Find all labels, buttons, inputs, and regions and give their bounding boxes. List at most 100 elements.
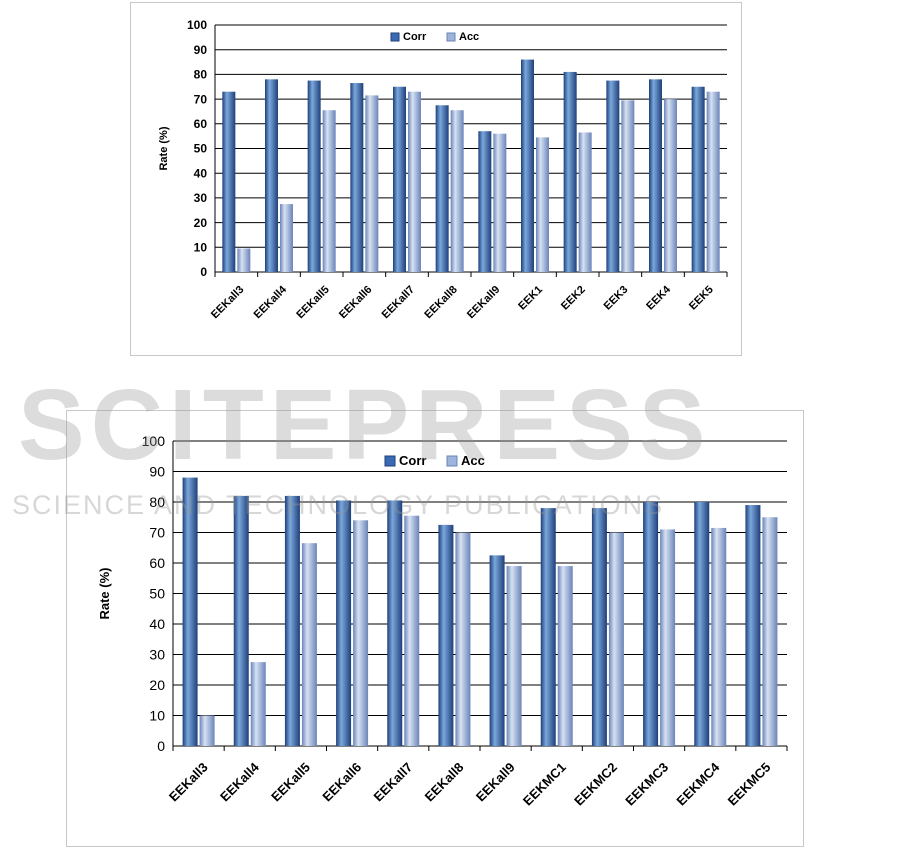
y-tick-label: 30	[149, 646, 165, 662]
chart-bottom-svg: 0 10 20 30 40 50 60 70 80 90 100 EEKall3 EEKall4 EEKa…	[97, 433, 788, 809]
x-tick-label: EEKall4	[217, 759, 262, 804]
y-tick-label: 70	[149, 524, 165, 540]
x-tick-label: EEKall9	[465, 284, 502, 321]
bar-acc-eekall5	[301, 543, 317, 746]
bar-acc-eekall7	[404, 515, 420, 746]
bar-acc-eekall4	[280, 204, 293, 272]
x-tick-label: EEKall6	[319, 760, 364, 805]
legend-swatch-corr	[384, 455, 396, 467]
x-tick-label: EEK2	[559, 284, 588, 313]
bar-acc-eekall8	[450, 110, 464, 272]
x-tick-label: EEKall8	[422, 760, 467, 805]
bar-corr-eek5	[691, 86, 705, 272]
x-tick-label: EEK1	[516, 284, 545, 313]
x-tick-label: EEKall6	[337, 284, 374, 321]
y-tick-label: 80	[194, 68, 208, 82]
bar-corr-eekall9	[489, 555, 505, 746]
y-axis-label: Rate (%)	[97, 567, 112, 619]
x-tick-label: EEKMC4	[673, 759, 722, 808]
bar-corr-eekall7	[387, 500, 403, 746]
bar-corr-eekall3	[182, 477, 198, 746]
y-tick-label: 50	[194, 142, 208, 156]
bar-corr-eekmc1	[540, 508, 556, 746]
x-tick-label: EEKMC5	[725, 760, 774, 809]
bar-acc-eekall9	[506, 566, 522, 746]
bar-corr-eekmc3	[643, 502, 659, 746]
y-tick-label: 30	[194, 191, 208, 205]
bar-corr-eekmc5	[745, 505, 761, 746]
bar-corr-eekall5	[307, 80, 321, 272]
bar-acc-eekall6	[353, 520, 369, 746]
bar-acc-eek2	[578, 132, 592, 272]
y-tick-label: 10	[149, 707, 165, 723]
bar-acc-eekmc4	[711, 527, 727, 746]
bar-corr-eekall4	[265, 79, 278, 272]
legend-label-acc: Acc	[459, 31, 479, 43]
bar-corr-eekall5	[284, 495, 300, 746]
x-tick-label: EEKMC1	[520, 760, 569, 809]
legend-label-acc: Acc	[461, 453, 485, 468]
bar-acc-eek5	[706, 91, 720, 272]
y-axis-label: Rate (%)	[158, 126, 170, 170]
bar-acc-eekall4	[250, 662, 266, 746]
bar-acc-eekmc1	[557, 566, 573, 746]
legend-label-corr: Corr	[399, 453, 426, 468]
bar-corr-eek3	[606, 80, 620, 272]
chart-bottom: 0 10 20 30 40 50 60 70 80 90 100 EEKall3 EEKall4 EEKa…	[66, 410, 804, 847]
y-tick-label: 0	[200, 265, 207, 279]
bar-corr-eekall8	[438, 524, 454, 746]
x-tick-label: EEKall5	[294, 284, 331, 321]
bar-corr-eek1	[521, 59, 534, 272]
y-tick-label: 60	[149, 555, 165, 571]
bar-corr-eekall3	[222, 91, 236, 272]
bar-corr-eekall4	[233, 495, 249, 746]
y-tick-label: 40	[149, 616, 165, 632]
chart-top: 0 10 20 30 40 50 60 70 80 90 100 EEKall3 EEKall4 EEKa…	[130, 2, 742, 356]
x-tick-label: EEKall9	[473, 760, 518, 805]
x-tick-label: EEKall8	[422, 284, 459, 321]
bar-acc-eekmc5	[762, 517, 778, 746]
bar-acc-eekall3	[237, 248, 251, 272]
y-tick-label: 100	[187, 18, 207, 32]
legend-swatch-corr	[390, 32, 400, 42]
bar-corr-eekall9	[478, 131, 492, 272]
legend-swatch-acc	[446, 455, 458, 467]
bar-acc-eek3	[621, 100, 635, 273]
x-tick-label: EEKMC3	[622, 760, 671, 809]
y-tick-label: 60	[194, 117, 208, 131]
y-tick-label: 50	[149, 585, 165, 601]
x-tick-label: EEKall7	[371, 760, 416, 805]
y-tick-label: 40	[194, 166, 208, 180]
bar-acc-eekmc3	[660, 529, 676, 746]
x-tick-label: EEKall3	[209, 284, 246, 321]
bar-corr-eekall6	[350, 83, 364, 272]
x-tick-label: EEKall4	[252, 283, 290, 321]
bar-corr-eekall8	[435, 105, 449, 273]
y-tick-label: 80	[149, 494, 165, 510]
bar-corr-eekmc2	[591, 508, 607, 746]
y-tick-label: 90	[149, 463, 165, 479]
bar-acc-eek1	[536, 137, 549, 272]
x-tick-label: EEK5	[687, 284, 716, 313]
bar-acc-eekall6	[365, 95, 379, 273]
bar-acc-eekmc2	[608, 532, 624, 746]
y-tick-label: 20	[194, 216, 208, 230]
x-tick-label: EEK4	[644, 283, 673, 312]
bar-acc-eekall3	[199, 715, 215, 746]
bar-acc-eekall8	[455, 532, 471, 746]
bar-corr-eekmc4	[694, 502, 710, 746]
bar-corr-eekall6	[336, 500, 352, 746]
x-tick-label: EEKMC2	[571, 760, 620, 809]
x-tick-label: EEKall7	[380, 284, 417, 321]
y-tick-label: 0	[157, 738, 165, 754]
bar-corr-eek4	[649, 79, 662, 272]
y-tick-label: 100	[142, 433, 166, 449]
bar-acc-eekall7	[408, 91, 421, 272]
bar-acc-eekall5	[322, 110, 336, 272]
y-tick-label: 20	[149, 677, 165, 693]
bar-corr-eekall7	[393, 86, 406, 272]
bar-corr-eek2	[563, 71, 577, 273]
x-tick-label: EEKall3	[166, 760, 211, 805]
legend-label-corr: Corr	[403, 31, 427, 43]
